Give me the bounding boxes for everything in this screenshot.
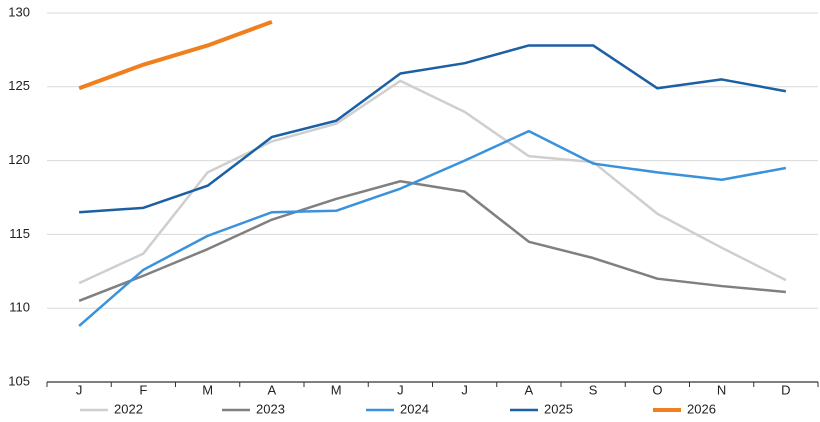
legend-label: 2025 — [544, 401, 573, 416]
series-line — [78, 129, 787, 327]
x-tick-label: S — [589, 382, 598, 397]
x-tick-label: A — [268, 382, 277, 397]
x-tick-label: A — [525, 382, 534, 397]
legend-label: 2026 — [687, 401, 716, 416]
y-tick-label: 115 — [9, 226, 30, 241]
series-line — [78, 19, 273, 91]
series-line — [78, 180, 786, 302]
legend-label: 2023 — [256, 401, 285, 416]
y-tick-label: 130 — [8, 4, 30, 19]
x-tick-label: D — [781, 382, 790, 397]
x-tick-label: M — [202, 382, 213, 397]
series-line — [78, 79, 787, 285]
x-tick-label: N — [717, 382, 726, 397]
legend-label: 2024 — [400, 401, 429, 416]
x-tick-label: J — [397, 382, 404, 397]
x-tick-label: J — [461, 382, 468, 397]
y-tick-label: 105 — [8, 373, 30, 388]
x-tick-label: F — [139, 382, 147, 397]
x-tick-label: J — [76, 382, 83, 397]
x-tick-label: M — [331, 382, 342, 397]
y-tick-label: 120 — [8, 152, 30, 167]
series-line — [79, 44, 787, 214]
legend-label: 2022 — [114, 401, 143, 416]
y-tick-label: 110 — [9, 300, 30, 315]
x-tick-label: O — [652, 382, 662, 397]
y-tick-label: 125 — [8, 78, 30, 93]
